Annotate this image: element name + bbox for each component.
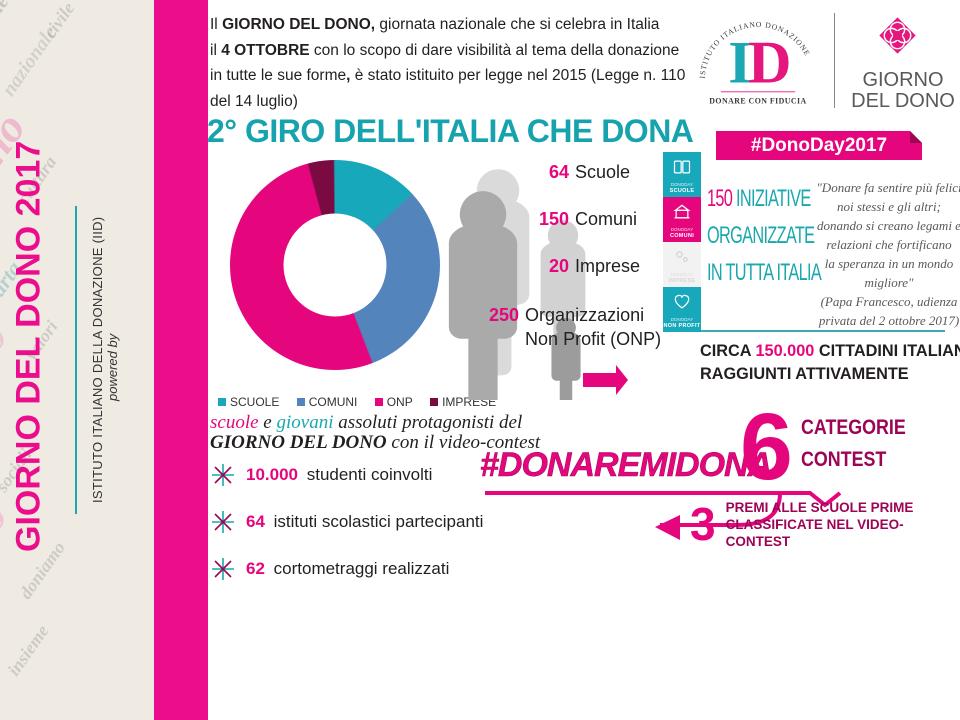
svg-text:ID: ID bbox=[728, 30, 789, 97]
svg-text:DONARE CON FIDUCIA: DONARE CON FIDUCIA bbox=[709, 96, 806, 105]
